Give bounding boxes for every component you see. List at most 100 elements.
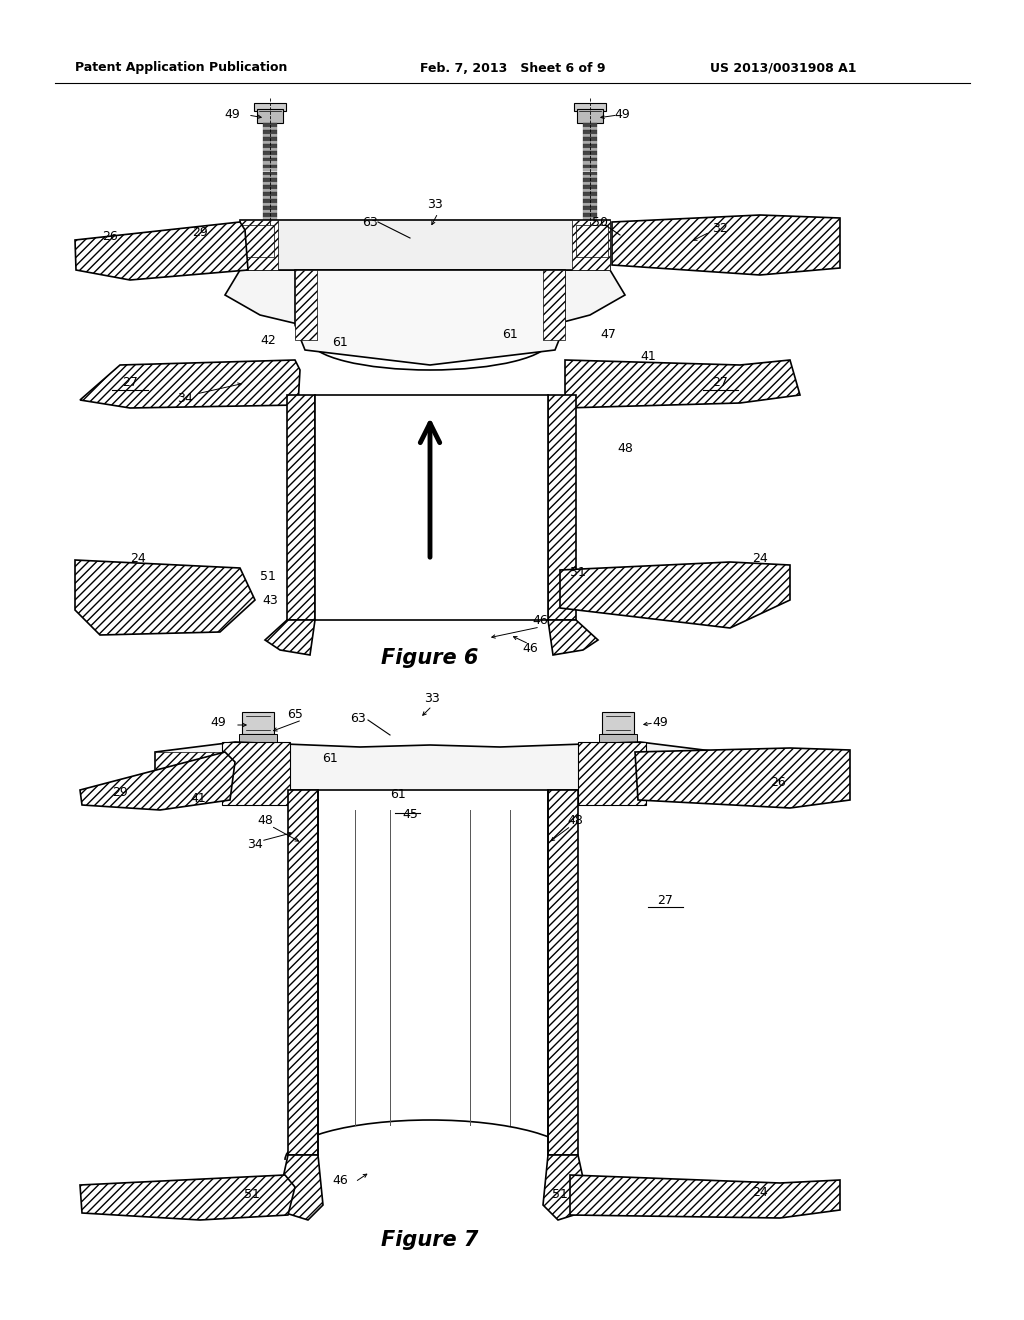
Bar [583, 133, 597, 137]
Bar [263, 169, 278, 172]
Text: 49: 49 [614, 108, 630, 121]
Bar [295, 271, 317, 341]
Text: 26: 26 [102, 231, 118, 243]
Bar [548, 789, 578, 1155]
Text: 51: 51 [244, 1188, 260, 1201]
Bar [263, 197, 278, 199]
Text: 43: 43 [262, 594, 278, 606]
Text: 49: 49 [652, 717, 668, 730]
Bar [263, 210, 278, 213]
Bar [288, 789, 318, 1155]
Text: 51: 51 [552, 1188, 568, 1201]
Bar [583, 123, 597, 127]
Bar [263, 165, 278, 169]
Text: 51: 51 [570, 565, 586, 578]
Bar [583, 185, 597, 189]
Polygon shape [276, 1155, 323, 1220]
Bar [263, 154, 278, 157]
Bar [263, 150, 278, 154]
Text: Figure 6: Figure 6 [381, 648, 478, 668]
Polygon shape [295, 271, 565, 366]
Bar [583, 197, 597, 199]
Bar [602, 711, 634, 734]
Bar [263, 127, 278, 129]
Polygon shape [612, 215, 840, 275]
Bar [239, 734, 278, 742]
Bar [263, 178, 278, 182]
Text: 27: 27 [712, 375, 728, 388]
Text: 27: 27 [657, 894, 673, 907]
Text: 33: 33 [427, 198, 442, 211]
Bar [263, 206, 278, 210]
Text: 63: 63 [350, 711, 366, 725]
Bar [583, 210, 597, 213]
Bar [315, 395, 548, 620]
Polygon shape [543, 1155, 590, 1220]
Text: 24: 24 [752, 1187, 768, 1200]
Bar [263, 133, 278, 137]
Text: 63: 63 [362, 215, 378, 228]
Text: 46: 46 [532, 614, 548, 627]
Bar [575, 224, 608, 257]
Text: Feb. 7, 2013   Sheet 6 of 9: Feb. 7, 2013 Sheet 6 of 9 [420, 62, 605, 74]
Bar [583, 193, 597, 197]
Bar [583, 144, 597, 148]
Polygon shape [560, 562, 790, 628]
Polygon shape [75, 560, 255, 635]
Bar [263, 189, 278, 193]
Text: 26: 26 [770, 776, 785, 789]
Text: 24: 24 [130, 552, 145, 565]
Bar [242, 711, 274, 734]
Bar [583, 154, 597, 157]
Bar [263, 129, 278, 133]
Text: 46: 46 [522, 642, 538, 655]
Polygon shape [635, 748, 850, 808]
Bar [583, 150, 597, 154]
Bar [583, 203, 597, 206]
Bar [263, 216, 278, 220]
Bar [583, 213, 597, 216]
Text: 29: 29 [112, 787, 128, 800]
Text: Figure 7: Figure 7 [381, 1230, 478, 1250]
Bar [583, 176, 597, 178]
Polygon shape [80, 1175, 295, 1220]
Bar [240, 220, 278, 271]
Bar [257, 110, 283, 123]
Bar [583, 169, 597, 172]
Bar [577, 110, 603, 123]
Bar [548, 395, 575, 620]
Bar [583, 148, 597, 150]
Bar [583, 127, 597, 129]
Text: 42: 42 [260, 334, 275, 346]
Text: 41: 41 [640, 350, 656, 363]
Bar [263, 185, 278, 189]
Bar [263, 193, 278, 197]
Bar [263, 141, 278, 144]
Bar [263, 123, 278, 127]
Bar [263, 213, 278, 216]
Text: 61: 61 [323, 751, 338, 764]
Text: 33: 33 [424, 692, 440, 705]
Bar [263, 161, 278, 165]
Bar [263, 176, 278, 178]
Text: 49: 49 [224, 108, 240, 121]
Bar [583, 129, 597, 133]
Polygon shape [225, 271, 625, 341]
Text: 34: 34 [247, 838, 263, 851]
Bar [583, 161, 597, 165]
Bar [640, 752, 720, 789]
Bar [263, 203, 278, 206]
Text: 61: 61 [502, 329, 518, 342]
Bar [583, 178, 597, 182]
Polygon shape [240, 220, 610, 271]
Text: 32: 32 [712, 222, 728, 235]
Polygon shape [265, 620, 315, 655]
Bar [254, 103, 286, 111]
Text: 61: 61 [332, 335, 348, 348]
Text: 51: 51 [260, 569, 275, 582]
Bar [155, 752, 234, 789]
Bar [543, 271, 565, 341]
Bar [583, 206, 597, 210]
Bar [263, 144, 278, 148]
Polygon shape [548, 620, 598, 655]
